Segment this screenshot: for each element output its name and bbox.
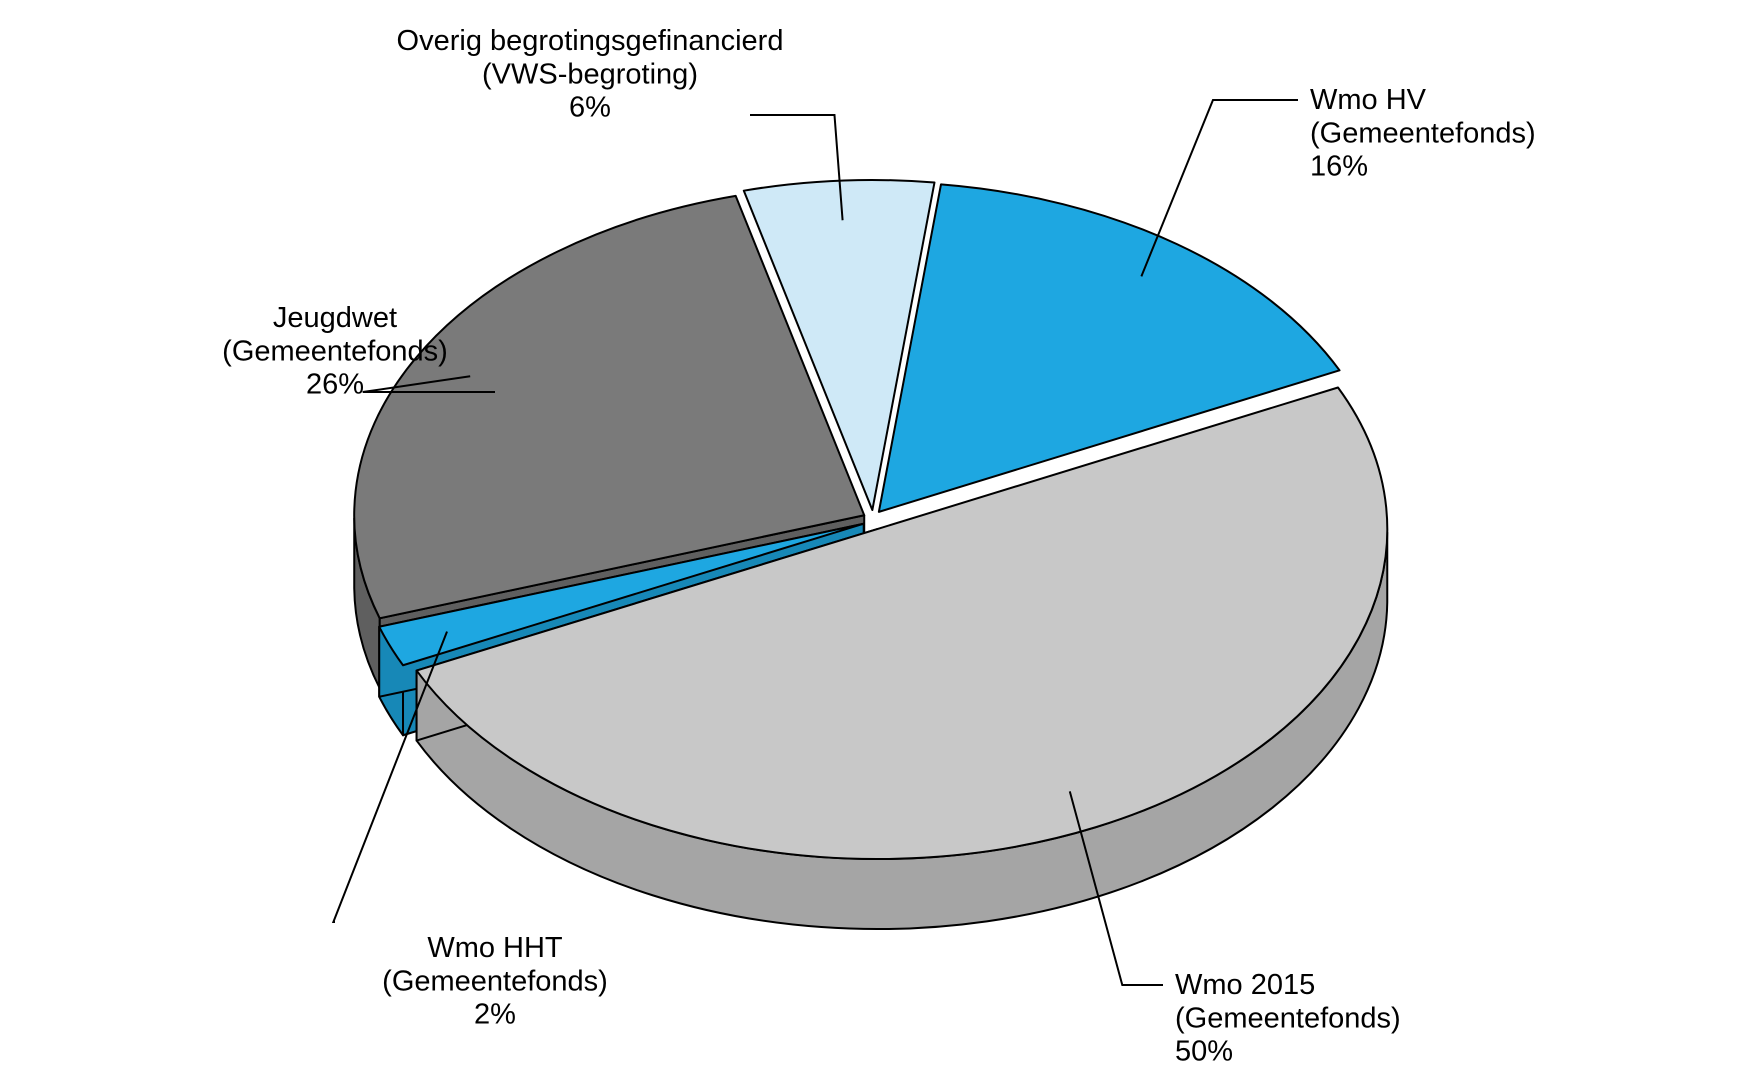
label-wmo-hht: Wmo HHT(Gemeentefonds)2% bbox=[382, 932, 608, 1031]
pie-top bbox=[354, 180, 1387, 859]
label-wmo-2015: Wmo 2015(Gemeentefonds)50% bbox=[1175, 969, 1401, 1068]
label-overig: Overig begrotingsgefinancierd(VWS-begrot… bbox=[397, 25, 784, 124]
label-wmo-hv: Wmo HV(Gemeentefonds)16% bbox=[1310, 84, 1536, 183]
pie-chart: Wmo HV(Gemeentefonds)16% Wmo 2015(Gemeent… bbox=[0, 0, 1746, 1080]
